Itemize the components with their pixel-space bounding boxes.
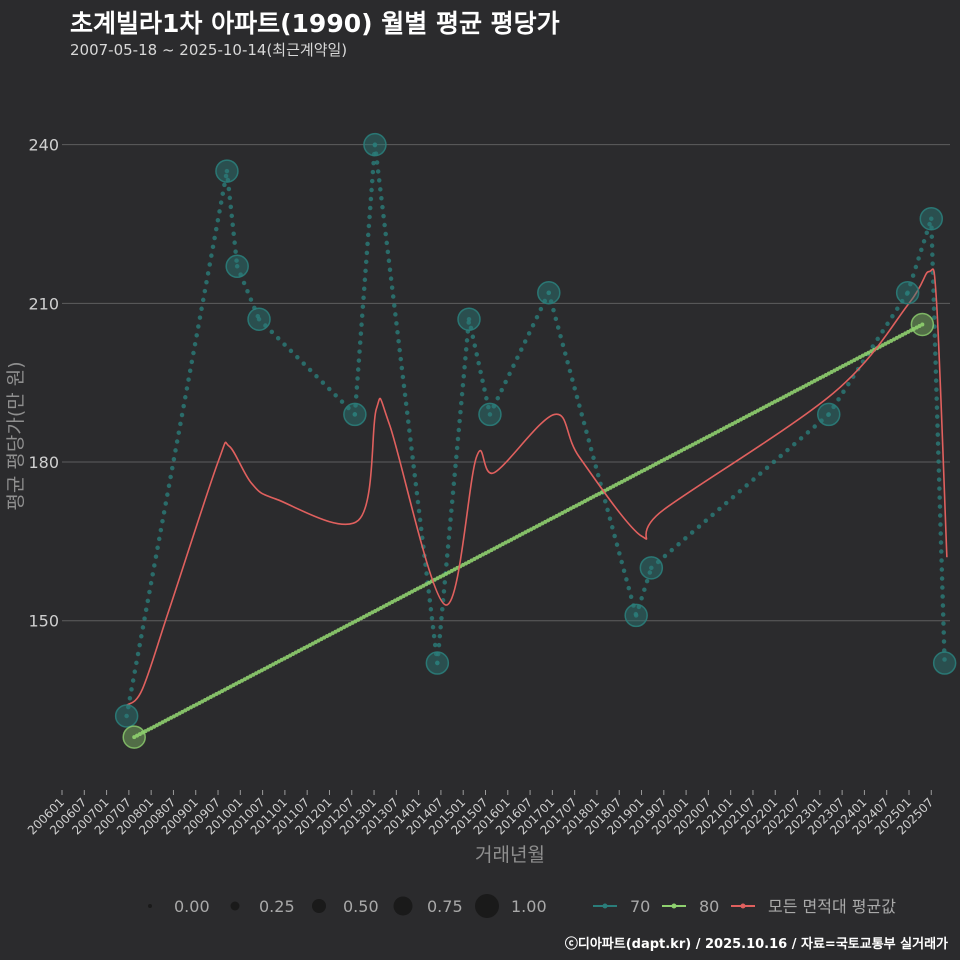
- series-70-segment: [929, 216, 947, 666]
- color-legend-label: 80: [699, 897, 719, 916]
- legend: 0.00 0.25 0.50 0.75 1.00 70 80 모든 면적대 평균값: [148, 894, 896, 918]
- series-70-segment: [224, 168, 240, 269]
- chart-subtitle: 2007-05-18 ~ 2025-10-14(최근계약일): [70, 41, 348, 59]
- y-axis-title: 평균 평당가(만 원): [5, 361, 27, 510]
- y-tick-label: 210: [28, 294, 59, 313]
- source-caption: ⓒ디아파트(dapt.kr) / 2025.10.16 / 자료=국토교통부 실…: [564, 937, 948, 952]
- series-70-segment: [649, 412, 831, 571]
- y-tick-label: 180: [28, 453, 59, 472]
- size-legend-label: 0.25: [259, 897, 295, 916]
- color-legend-label: 70: [630, 897, 650, 916]
- series-70-segment: [352, 142, 378, 417]
- series-80-point: [910, 312, 935, 337]
- series-70-point: [919, 206, 944, 231]
- chart-title: 초계빌라1차 아파트(1990) 월별 평균 평당가: [70, 9, 560, 38]
- series-70-segment: [487, 290, 552, 417]
- series-70-point: [639, 556, 664, 580]
- series-70-point: [247, 307, 271, 331]
- series-70-point: [425, 651, 450, 675]
- series-70-point: [624, 603, 648, 628]
- series-70-segment: [905, 216, 934, 296]
- series-70-segment: [372, 142, 440, 666]
- series-70-segment: [466, 316, 493, 417]
- series-70-segment: [633, 565, 654, 618]
- series-70-point: [457, 307, 481, 331]
- series-80-segment: [132, 322, 925, 740]
- y-tick-label: 150: [28, 612, 59, 631]
- size-legend-label: 1.00: [511, 897, 547, 916]
- size-legend-key: [475, 894, 499, 918]
- series-70-point: [932, 651, 957, 675]
- color-legend-dot: [602, 903, 608, 909]
- series-70-point: [895, 281, 920, 305]
- series-70-point: [816, 402, 841, 427]
- series-70-point: [537, 281, 561, 305]
- size-legend-key: [230, 901, 240, 911]
- average-line: [126, 268, 948, 707]
- series-70-segment: [435, 316, 472, 666]
- series-layer: [114, 132, 957, 749]
- size-legend-key: [148, 904, 152, 908]
- color-legend-dot: [740, 903, 746, 909]
- size-legend-key: [312, 899, 326, 913]
- series-80-point: [122, 725, 146, 749]
- series-70-point: [215, 159, 239, 183]
- series-70-segment: [124, 168, 230, 719]
- series-70-point: [363, 132, 387, 157]
- size-legend-label: 0.00: [174, 897, 210, 916]
- color-legend-label: 모든 면적대 평균값: [768, 897, 896, 916]
- color-legend-dot: [671, 903, 677, 909]
- x-axis-title: 거래년월: [475, 844, 545, 866]
- series-70-segment: [234, 264, 262, 322]
- series-70-segment: [546, 290, 639, 618]
- y-tick-label: 240: [28, 136, 59, 155]
- size-legend-label: 0.75: [427, 897, 463, 916]
- size-legend-key: [393, 896, 413, 916]
- series-70-segment: [256, 316, 358, 417]
- series-70-point: [114, 704, 139, 728]
- series-70-point: [343, 402, 367, 427]
- series-70-point: [225, 254, 249, 279]
- size-legend-label: 0.50: [343, 897, 379, 916]
- series-70-point: [478, 402, 502, 427]
- axis-layer: 1501802102402006012006072007012007072008…: [25, 136, 937, 838]
